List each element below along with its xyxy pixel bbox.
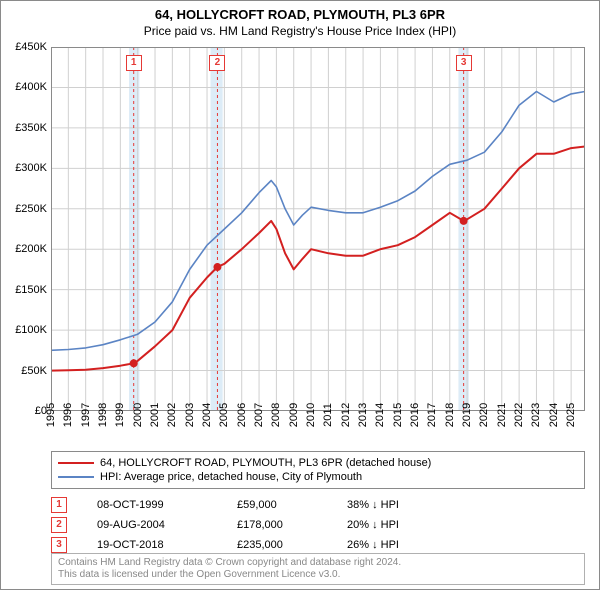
line-chart-svg xyxy=(51,47,585,411)
x-tick-label: 2013 xyxy=(357,403,369,427)
x-tick-label: 2014 xyxy=(374,403,386,427)
legend-swatch-hpi xyxy=(58,476,94,478)
x-tick-label: 2015 xyxy=(392,403,404,427)
x-tick-label: 2021 xyxy=(496,403,508,427)
x-tick-label: 2011 xyxy=(322,403,334,427)
sales-table: 1 08-OCT-1999 £59,000 38% ↓ HPI 2 09-AUG… xyxy=(51,495,585,555)
x-tick-label: 2006 xyxy=(236,403,248,427)
x-tick-label: 2008 xyxy=(270,403,282,427)
x-tick-label: 2023 xyxy=(530,403,542,427)
footer-line2: This data is licensed under the Open Gov… xyxy=(58,569,578,581)
y-tick-label: £250K xyxy=(15,203,47,215)
x-tick-label: 2020 xyxy=(478,403,490,427)
y-tick-label: £400K xyxy=(15,81,47,93)
y-tick-label: £150K xyxy=(15,284,47,296)
x-tick-label: 1997 xyxy=(80,403,92,427)
x-tick-label: 2003 xyxy=(184,403,196,427)
chart-marker-label: 3 xyxy=(456,55,472,71)
x-tick-label: 1995 xyxy=(45,403,57,427)
sale-date: 08-OCT-1999 xyxy=(97,495,207,515)
footer: Contains HM Land Registry data © Crown c… xyxy=(51,553,585,585)
legend-row-property: 64, HOLLYCROFT ROAD, PLYMOUTH, PL3 6PR (… xyxy=(58,456,578,470)
y-tick-label: £50K xyxy=(21,365,47,377)
sale-price: £178,000 xyxy=(237,515,317,535)
x-tick-label: 2012 xyxy=(340,403,352,427)
x-tick-label: 2004 xyxy=(201,403,213,427)
sales-row: 2 09-AUG-2004 £178,000 20% ↓ HPI xyxy=(51,515,585,535)
sale-marker-1: 1 xyxy=(51,497,67,513)
sale-price: £235,000 xyxy=(237,535,317,555)
y-tick-label: £200K xyxy=(15,243,47,255)
chart-marker-label: 1 xyxy=(126,55,142,71)
sale-marker-3: 3 xyxy=(51,537,67,553)
x-tick-label: 1999 xyxy=(114,403,126,427)
x-tick-label: 1996 xyxy=(62,403,74,427)
sale-diff: 20% ↓ HPI xyxy=(347,515,447,535)
legend-swatch-property xyxy=(58,462,94,464)
sales-row: 3 19-OCT-2018 £235,000 26% ↓ HPI xyxy=(51,535,585,555)
y-tick-label: £100K xyxy=(15,324,47,336)
sale-diff: 26% ↓ HPI xyxy=(347,535,447,555)
y-tick-label: £350K xyxy=(15,122,47,134)
y-tick-label: £300K xyxy=(15,162,47,174)
legend-label-hpi: HPI: Average price, detached house, City… xyxy=(100,470,362,484)
title-subtitle: Price paid vs. HM Land Registry's House … xyxy=(1,24,599,38)
x-tick-label: 2018 xyxy=(444,403,456,427)
x-tick-label: 2009 xyxy=(288,403,300,427)
x-tick-label: 1998 xyxy=(97,403,109,427)
legend-label-property: 64, HOLLYCROFT ROAD, PLYMOUTH, PL3 6PR (… xyxy=(100,456,431,470)
x-tick-label: 2019 xyxy=(461,403,473,427)
sale-marker-2: 2 xyxy=(51,517,67,533)
titles: 64, HOLLYCROFT ROAD, PLYMOUTH, PL3 6PR P… xyxy=(1,1,599,38)
legend: 64, HOLLYCROFT ROAD, PLYMOUTH, PL3 6PR (… xyxy=(51,451,585,489)
x-tick-label: 2022 xyxy=(513,403,525,427)
sales-row: 1 08-OCT-1999 £59,000 38% ↓ HPI xyxy=(51,495,585,515)
x-tick-label: 2017 xyxy=(426,403,438,427)
sale-date: 09-AUG-2004 xyxy=(97,515,207,535)
x-tick-label: 2002 xyxy=(166,403,178,427)
x-tick-label: 2024 xyxy=(548,403,560,427)
y-tick-label: £450K xyxy=(15,41,47,53)
x-tick-label: 2025 xyxy=(565,403,577,427)
chart-container: 64, HOLLYCROFT ROAD, PLYMOUTH, PL3 6PR P… xyxy=(0,0,600,590)
chart-area: £0£50K£100K£150K£200K£250K£300K£350K£400… xyxy=(51,47,585,411)
x-tick-label: 2005 xyxy=(218,403,230,427)
sale-price: £59,000 xyxy=(237,495,317,515)
footer-line1: Contains HM Land Registry data © Crown c… xyxy=(58,557,578,569)
x-tick-label: 2007 xyxy=(253,403,265,427)
x-tick-label: 2001 xyxy=(149,403,161,427)
x-tick-label: 2000 xyxy=(132,403,144,427)
title-address: 64, HOLLYCROFT ROAD, PLYMOUTH, PL3 6PR xyxy=(1,7,599,22)
chart-marker-label: 2 xyxy=(209,55,225,71)
x-tick-label: 2016 xyxy=(409,403,421,427)
x-tick-label: 2010 xyxy=(305,403,317,427)
sale-date: 19-OCT-2018 xyxy=(97,535,207,555)
sale-diff: 38% ↓ HPI xyxy=(347,495,447,515)
legend-row-hpi: HPI: Average price, detached house, City… xyxy=(58,470,578,484)
